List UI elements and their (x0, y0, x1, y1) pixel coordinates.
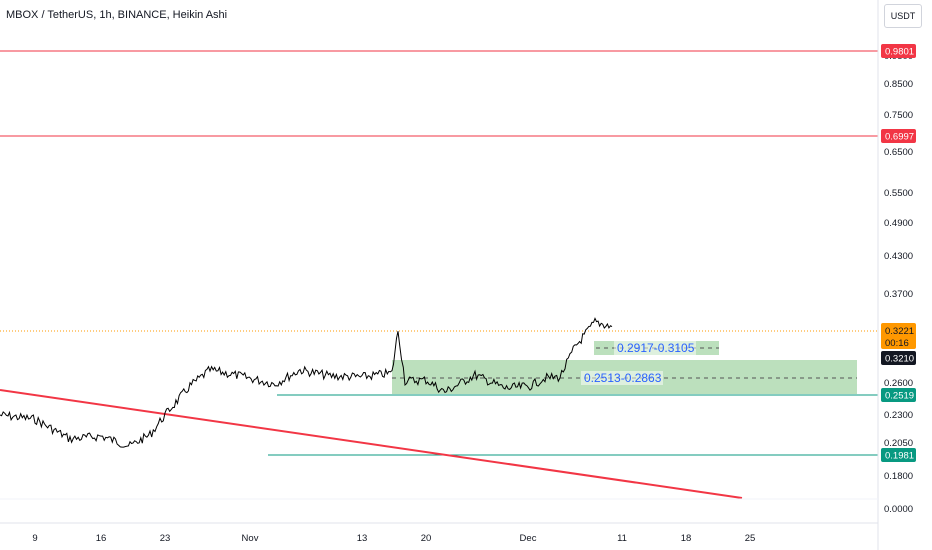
price-badge-support (881, 448, 916, 462)
price-tick-label: 0.0000 (884, 504, 913, 515)
zone-label-upper: 0.2917-0.3105 (617, 341, 695, 355)
price-badge-resistance (881, 129, 916, 143)
price-series-line (0, 317, 613, 448)
time-tick-label: 16 (96, 533, 107, 544)
price-badge-resistance (881, 44, 916, 58)
price-tick-label: 0.2050 (884, 438, 913, 449)
time-tick-label: 11 (617, 533, 627, 544)
time-tick-label: 13 (357, 533, 368, 544)
time-tick-label: Nov (242, 533, 259, 544)
time-tick-label: 18 (681, 533, 692, 544)
countdown-text: 00:16 (885, 338, 909, 349)
price-tick-label: 0.2300 (884, 410, 913, 421)
currency-button[interactable]: USDT (884, 4, 922, 28)
symbol-title: MBOX / TetherUS, 1h, BINANCE, Heikin Ash… (6, 9, 228, 21)
time-tick-label: 20 (421, 533, 432, 544)
price-badge-support-text: 0.1981 (885, 451, 914, 462)
price-tick-label: 0.7500 (884, 110, 913, 121)
time-tick-label: 23 (160, 533, 171, 544)
price-tick-label: 0.6500 (884, 147, 913, 158)
last-price-badge (881, 323, 916, 349)
time-tick-label: Dec (520, 533, 537, 544)
zone-label-bg (581, 371, 663, 385)
price-badge-support (881, 388, 916, 402)
zone-label-bg (614, 341, 696, 355)
price-tick-label: 0.4300 (884, 251, 913, 262)
time-tick-label: 9 (32, 533, 37, 544)
zone-label-lower: 0.2513-0.2863 (584, 371, 662, 385)
price-tick-label: 0.8500 (884, 79, 913, 90)
price-axis[interactable]: 0.95000.85000.75000.65000.55000.49000.43… (884, 51, 913, 515)
close-price-badge (881, 351, 916, 365)
price-badge-support-text: 0.2519 (885, 391, 914, 402)
last-price-text: 0.3221 (885, 326, 914, 337)
trendline[interactable] (0, 389, 743, 499)
price-tick-label: 0.1800 (884, 471, 913, 482)
price-tick-label: 0.2600 (884, 378, 913, 389)
price-badge-resistance-text: 0.9801 (885, 47, 914, 58)
time-tick-label: 25 (745, 533, 756, 544)
time-axis[interactable]: 9 16 23 Nov 13 20 Dec 11 18 25 (32, 533, 755, 544)
price-badge-resistance-text: 0.6997 (885, 132, 914, 143)
close-price-text: 0.3210 (885, 354, 914, 365)
price-tick-label: 0.3700 (884, 289, 913, 300)
price-tick-label: 0.5500 (884, 188, 913, 199)
price-tick-label: 0.4900 (884, 218, 913, 229)
